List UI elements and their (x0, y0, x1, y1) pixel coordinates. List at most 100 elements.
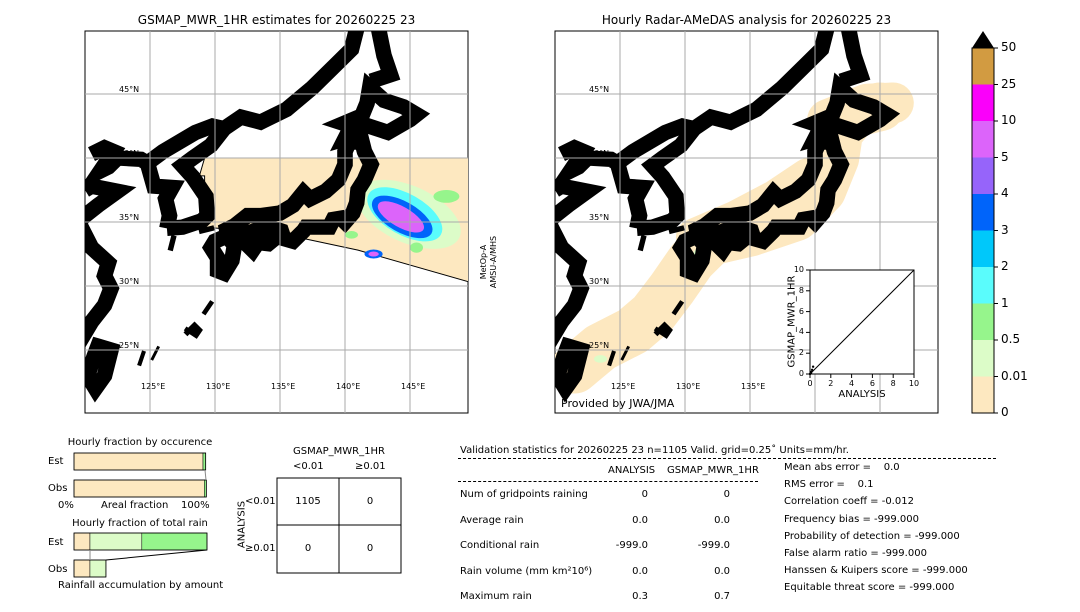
colorbar-tick-label: 10 (1001, 113, 1017, 127)
colorbar-segment (972, 48, 994, 85)
right-map (555, 31, 938, 413)
stats-row-analysis: 0.0 (632, 514, 648, 526)
stats-row-gsmap: -999.0 (697, 540, 730, 551)
scatter-ytick-label: 2 (798, 348, 804, 358)
scatter-point (809, 371, 813, 375)
bar-segment (89, 532, 143, 551)
cell-hit-none: 1105 (295, 496, 321, 507)
stats-row-label: Maximum rain (460, 591, 532, 602)
lat-label-40: 40°N (119, 149, 140, 158)
scatter-ytick-label: 10 (793, 265, 804, 274)
score-line: Probability of detection = -999.000 (784, 530, 960, 542)
left-map-gridlines (85, 31, 468, 413)
stats-row-gsmap: 0.0 (714, 514, 730, 526)
lat-label-45-right: 45°N (589, 85, 610, 94)
bar-segment (141, 532, 208, 551)
lon-label-135: 135°E (271, 382, 296, 391)
right-map-title: Hourly Radar-AMeDAS analysis for 2026022… (601, 13, 892, 27)
scatter-ytick-label: 4 (798, 327, 804, 337)
lat-label-30: 30°N (119, 277, 140, 286)
colorbar-segment (972, 230, 994, 267)
total-rain-bars (73, 532, 208, 578)
score-line: Equitable threat score = -999.000 (784, 582, 955, 594)
lat-label-25-right: 25°N (589, 341, 610, 350)
score-line: Mean abs error = 0.0 (784, 462, 900, 473)
lat-label-25: 25°N (119, 341, 140, 350)
colorbar-tick-label: 0.01 (1001, 368, 1028, 383)
bar-segment (73, 452, 204, 471)
stats-col-gsmap: GSMAP_MWR_1HR (667, 465, 759, 476)
lon-label-130: 130°E (206, 382, 231, 391)
score-line: Correlation coeff = -0.012 (784, 496, 914, 508)
colorbar-segment (972, 194, 994, 231)
colorbar-tick-label: 25 (1001, 76, 1017, 91)
stats-col-analysis: ANALYSIS (608, 465, 656, 476)
colorbar-tick-label: 1 (1001, 295, 1009, 310)
lat-label-35: 35°N (119, 213, 140, 222)
lat-label-35-right: 35°N (589, 213, 610, 222)
stats-row-analysis: 0.3 (632, 591, 648, 602)
occurrence-xtick-100: 100% (181, 500, 210, 511)
stats-row-label: Conditional rain (460, 540, 540, 551)
lon-label-130-right: 130°E (676, 382, 701, 391)
stats-row-analysis: -999.0 (615, 540, 648, 551)
occurrence-connector (204, 469, 207, 481)
stats-row-analysis: 0 (641, 489, 648, 500)
colorbar-tick-label: 5 (1001, 149, 1009, 164)
colorbar-segment (972, 267, 994, 304)
rain-field (345, 179, 461, 259)
stats-row-label: Average rain (460, 514, 524, 526)
bar-segment (73, 479, 205, 498)
stats-row-label: Rain volume (mm km²10⁶) (460, 565, 593, 577)
colorbar-tick-label: 4 (1001, 186, 1009, 200)
cell-miss: 0 (304, 543, 312, 554)
scatter-xlabel: ANALYSIS (838, 389, 886, 400)
colorbar-segment (972, 121, 994, 158)
bar-segment (89, 559, 107, 578)
lon-label-140: 140°E (336, 382, 361, 391)
left-map-title: GSMAP_MWR_1HR estimates for 20260225 23 (137, 13, 416, 27)
lat-label-30-right: 30°N (589, 277, 610, 286)
stats-row-analysis: 0.0 (632, 565, 648, 577)
score-line: RMS error = 0.1 (784, 479, 874, 491)
colorbar-segment (972, 157, 994, 194)
contingency-title: GSMAP_MWR_1HR (293, 446, 385, 457)
bar-segment (73, 559, 91, 578)
colorbar (971, 47, 998, 414)
scatter-xtick-label: 10 (908, 379, 920, 388)
colorbar-segment (972, 376, 994, 413)
scatter-point (811, 365, 815, 368)
scatter-ytick-label: 6 (798, 306, 804, 316)
scatter-points (808, 365, 815, 376)
scatter-xtick-label: 4 (849, 379, 855, 388)
score-line: False alarm ratio = -999.000 (784, 548, 927, 559)
lon-label-145: 145°E (401, 382, 426, 391)
stats-row-gsmap: 0.0 (714, 565, 730, 577)
colorbar-tick-label: 3 (1001, 222, 1009, 237)
colorbar-segment (972, 84, 994, 121)
cell-hit: 0 (366, 543, 374, 554)
colorbar-tick-label: 50 (1001, 40, 1017, 54)
occurrence-bars (73, 452, 207, 498)
lon-label-125: 125°E (141, 382, 166, 391)
cell-false-alarm: 0 (366, 496, 374, 507)
stats-row-gsmap: 0 (723, 489, 730, 500)
stats-row-gsmap: 0.7 (714, 591, 730, 602)
occurrence-obs-label: Obs (48, 483, 68, 494)
one-to-one-line (809, 269, 915, 375)
lon-label-135-right: 135°E (741, 382, 766, 391)
colorbar-segment (972, 303, 994, 340)
bar-segment (73, 532, 91, 551)
total-rain-obs-label: Obs (48, 564, 68, 575)
total-rain-title: Hourly fraction of total rain (72, 518, 208, 529)
scatter-ylabel: GSMAP_MWR_1HR (786, 275, 798, 368)
colorbar-extend-triangle (972, 31, 994, 48)
colorbar-segment (972, 340, 994, 377)
score-line: Frequency bias = -999.000 (784, 513, 919, 525)
colorbar-tick-label: 0 (1001, 405, 1009, 419)
occurrence-xlabel: Areal fraction (101, 500, 169, 511)
colorbar-tick-label: 2 (1001, 259, 1009, 273)
occurrence-title: Hourly fraction by occurence (67, 437, 213, 448)
contingency-row-1: ≥0.01 (245, 543, 276, 554)
stats-row-label: Num of gridpoints raining (460, 489, 588, 500)
